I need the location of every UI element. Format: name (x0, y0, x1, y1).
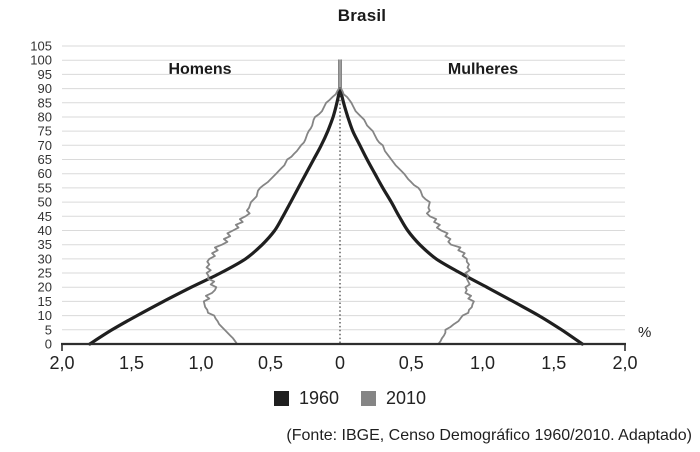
y-tick-label-45: 45 (38, 209, 52, 224)
y-tick-label-80: 80 (38, 110, 52, 125)
y-tick-label-10: 10 (38, 308, 52, 323)
y-tick-label-40: 40 (38, 223, 52, 238)
source-caption: (Fonte: IBGE, Censo Demográfico 1960/201… (286, 427, 692, 444)
chart-title: Brasil (337, 6, 387, 25)
label-homens: Homens (168, 61, 232, 78)
series-1960-mulheres (338, 87, 584, 346)
y-tick-label-30: 30 (38, 251, 52, 266)
y-tick-label-75: 75 (38, 124, 52, 139)
series-2010-mulheres (340, 59, 475, 345)
x-tick-label-1: 1,5 (119, 353, 144, 373)
y-tick-label-100: 100 (30, 53, 52, 68)
y-tick-label-95: 95 (38, 67, 52, 82)
x-tick-label-5: 0,5 (399, 353, 424, 373)
legend-item-1960: 1960 (273, 388, 339, 409)
y-tick-label-25: 25 (38, 266, 52, 281)
percent-unit-label: % (638, 324, 651, 341)
series-2010-homens (202, 59, 340, 345)
x-tick-label-7: 1,5 (541, 353, 566, 373)
y-tick-label-65: 65 (38, 152, 52, 167)
legend-label-1960: 1960 (298, 388, 339, 408)
x-tick-label-6: 1,0 (470, 353, 495, 373)
y-tick-label-35: 35 (38, 237, 52, 252)
y-tick-label-105: 105 (30, 39, 52, 54)
legend-label-2010: 2010 (386, 388, 427, 408)
y-tick-label-15: 15 (38, 294, 52, 309)
y-tick-label-70: 70 (38, 138, 52, 153)
legend-item-2010: 2010 (361, 388, 426, 409)
y-tick-label-50: 50 (38, 195, 52, 210)
label-mulheres: Mulheres (447, 61, 519, 78)
series-1960-homens (88, 87, 342, 346)
y-tick-label-0: 0 (45, 337, 52, 352)
y-tick-label-5: 5 (45, 322, 52, 337)
legend: 1960 2010 (0, 388, 700, 409)
y-tick-label-55: 55 (38, 180, 52, 195)
x-tick-label-3: 0,5 (258, 353, 283, 373)
y-tick-label-90: 90 (38, 81, 52, 96)
x-tick-label-8: 2,0 (612, 353, 637, 373)
y-tick-label-20: 20 (38, 280, 52, 295)
x-tick-label-0: 2,0 (49, 353, 74, 373)
legend-swatch-1960 (273, 391, 289, 406)
y-tick-label-60: 60 (38, 166, 52, 181)
y-tick-label-85: 85 (38, 95, 52, 110)
pyramid-plot: 0510152025303540455055606570758085909510… (30, 39, 651, 374)
x-tick-label-4: 0 (335, 353, 345, 373)
x-tick-label-2: 1,0 (188, 353, 213, 373)
legend-swatch-2010 (361, 391, 376, 406)
